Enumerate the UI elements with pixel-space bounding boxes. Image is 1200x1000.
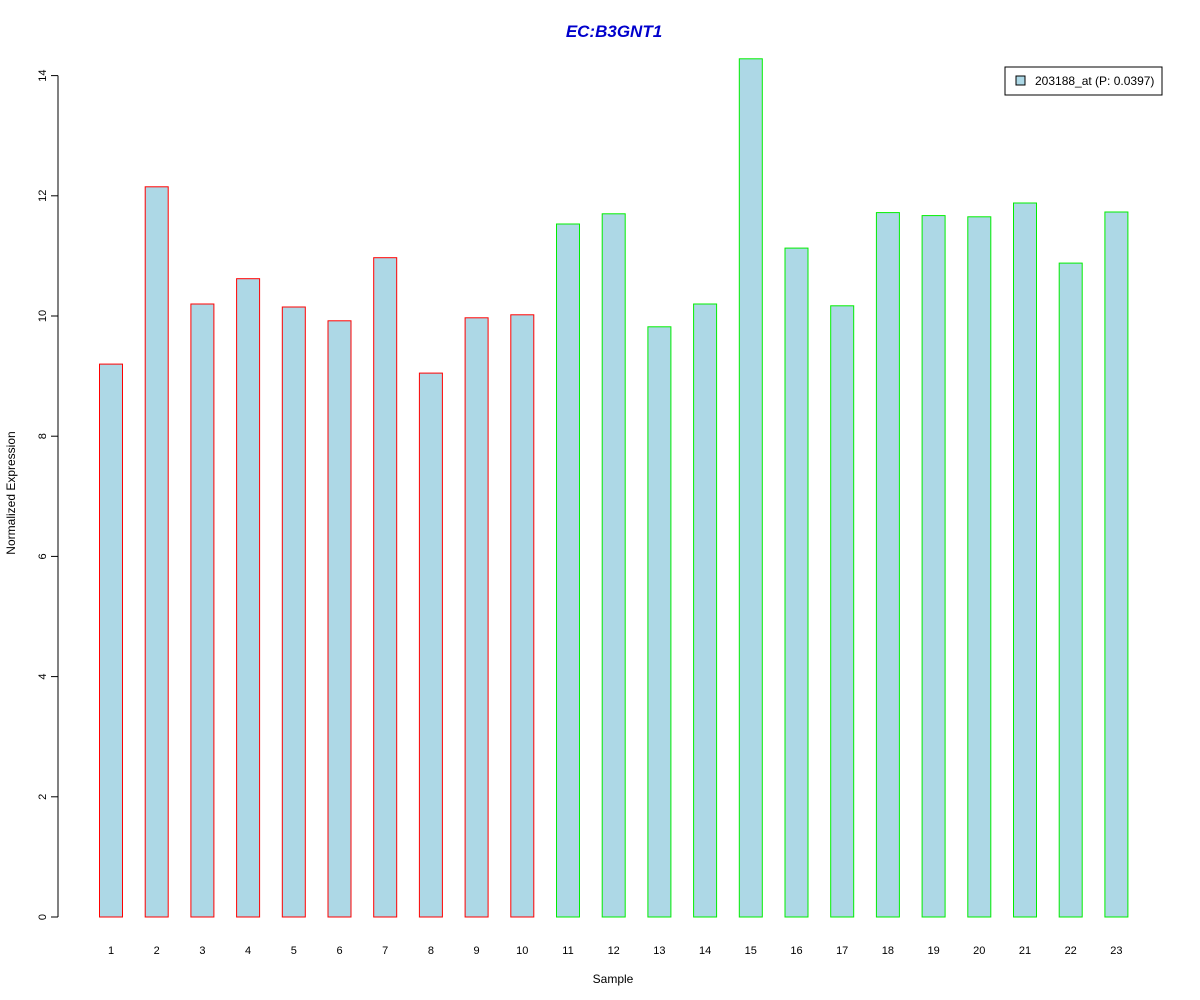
x-tick-label: 7 — [382, 945, 388, 957]
bar-sample-12 — [601, 213, 626, 918]
x-tick-label: 2 — [154, 945, 160, 957]
y-tick-label: 2 — [37, 794, 49, 800]
x-axis: 1 2 3 4 5 6 7 8 9 10 11 12 13 14 15 16 17 18 19 20 21 22 23 — [108, 945, 1123, 957]
x-tick-label: 10 — [516, 945, 528, 957]
x-tick-label: 14 — [699, 945, 711, 957]
x-tick-label: 13 — [653, 945, 665, 957]
legend: 203188_at (P: 0.0397) — [1004, 66, 1163, 96]
bar-sample-6 — [327, 320, 352, 918]
bar-sample-17 — [830, 305, 855, 918]
bar-sample-23 — [1104, 211, 1129, 918]
x-tick-label: 22 — [1065, 945, 1077, 957]
y-tick-label: 6 — [37, 553, 49, 559]
bars — [99, 58, 1129, 918]
y-tick-label: 0 — [37, 914, 49, 920]
legend-label: 203188_at (P: 0.0397) — [1035, 74, 1154, 88]
x-tick-label: 16 — [790, 945, 802, 957]
bar-sample-21 — [1013, 202, 1037, 918]
y-axis-label: Normalized Expression — [4, 431, 18, 554]
bar-sample-7 — [373, 257, 398, 918]
bar-sample-14 — [693, 303, 718, 918]
y-tick-label: 8 — [37, 433, 49, 439]
x-tick-label: 11 — [562, 945, 573, 957]
x-tick-label: 17 — [836, 945, 848, 957]
x-tick-label: 19 — [927, 945, 939, 957]
bar-sample-1 — [99, 363, 123, 918]
y-tick-label: 12 — [37, 190, 49, 202]
x-tick-label: 8 — [428, 945, 434, 957]
bar-sample-19 — [921, 215, 946, 918]
y-tick-label: 4 — [37, 674, 49, 680]
y-tick-label: 14 — [37, 69, 49, 81]
chart-title: EC:B3GNT1 — [566, 22, 662, 41]
bar-sample-13 — [647, 326, 672, 918]
bar-sample-9 — [464, 317, 489, 918]
x-tick-label: 4 — [245, 945, 251, 957]
x-tick-label: 5 — [291, 945, 297, 957]
x-tick-label: 23 — [1110, 945, 1122, 957]
x-tick-label: 18 — [882, 945, 894, 957]
x-tick-label: 3 — [199, 945, 205, 957]
y-axis: 0 2 4 6 8 10 12 14 — [37, 69, 59, 920]
x-tick-label: 20 — [973, 945, 985, 957]
bar-sample-18 — [875, 212, 900, 918]
x-tick-label: 6 — [336, 945, 342, 957]
bar-sample-20 — [967, 216, 992, 918]
bar-sample-22 — [1058, 262, 1083, 918]
legend-swatch — [1015, 75, 1026, 86]
bar-sample-3 — [190, 303, 215, 918]
x-axis-label: Sample — [593, 972, 634, 986]
bar-sample-8 — [418, 372, 443, 918]
bar-sample-16 — [784, 247, 809, 918]
bar-sample-15 — [738, 58, 763, 918]
x-tick-label: 1 — [108, 945, 114, 957]
x-tick-label: 12 — [608, 945, 620, 957]
legend-box — [1004, 66, 1163, 96]
bar-sample-11 — [556, 223, 580, 918]
y-tick-label: 10 — [37, 310, 49, 322]
x-tick-label: 9 — [474, 945, 480, 957]
bar-sample-5 — [281, 306, 306, 918]
x-tick-label: 21 — [1019, 945, 1031, 957]
x-tick-label: 15 — [745, 945, 757, 957]
bar-sample-4 — [236, 278, 261, 918]
bar-sample-2 — [144, 186, 169, 918]
bar-sample-10 — [510, 314, 535, 918]
